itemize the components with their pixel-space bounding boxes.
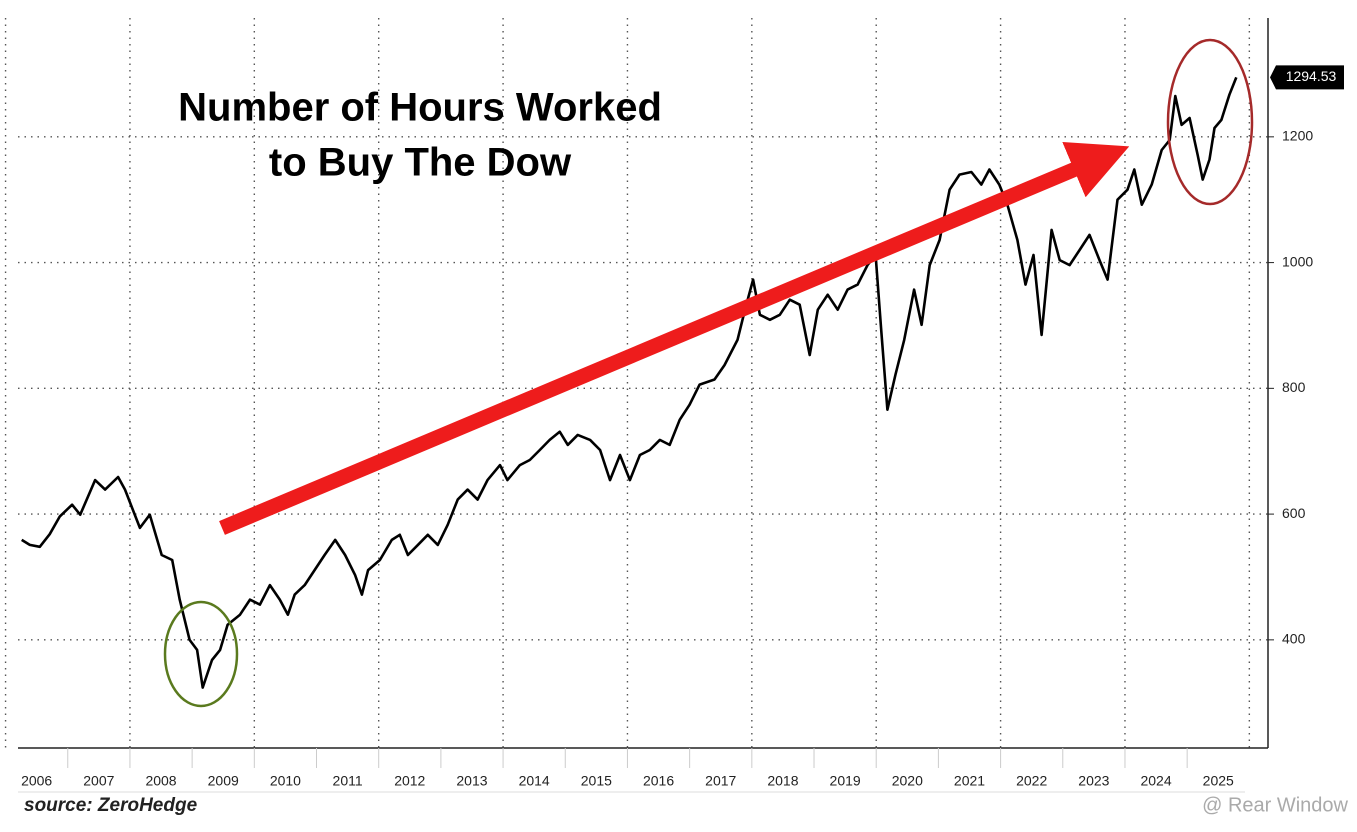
x-tick-label: 2012 [394, 773, 425, 789]
x-tick-label: 2022 [1016, 773, 1047, 789]
y-tick-label: 800 [1282, 379, 1306, 395]
x-tick-label: 2018 [767, 773, 798, 789]
trend-arrow [219, 141, 1130, 535]
high-circle [1166, 38, 1254, 206]
x-tick-label: 2019 [830, 773, 861, 789]
x-tick-label: 2011 [333, 773, 363, 789]
x-tick-label: 2021 [954, 773, 985, 789]
x-tick-label: 2020 [892, 773, 923, 789]
x-tick-label: 2017 [705, 773, 736, 789]
x-tick-label: 2010 [270, 773, 301, 789]
x-tick-label: 2014 [519, 773, 550, 789]
data-line [21, 76, 1238, 689]
y-tick-label: 600 [1282, 505, 1306, 521]
chart-title: Number of Hours Worked [178, 86, 662, 130]
source: source: ZeroHedge [24, 795, 198, 816]
x-tick-label: 2007 [83, 773, 114, 789]
watermark: @ Rear Window [1202, 794, 1348, 816]
x-tick-label: 2023 [1078, 773, 1109, 789]
y-tick-label: 400 [1282, 631, 1306, 647]
chart-title: to Buy The Dow [269, 141, 572, 185]
y-tick-label: 1200 [1282, 128, 1313, 144]
x-tick-label: 2006 [21, 773, 52, 789]
last-value-label: 1294.53 [1286, 68, 1337, 84]
x-tick-label: 2025 [1203, 773, 1234, 789]
last-value-box [1270, 65, 1344, 90]
x-tick-label: 2015 [581, 773, 612, 789]
x-tick-label: 2016 [643, 773, 674, 789]
x-tick-label: 2024 [1140, 773, 1171, 789]
low-circle [163, 600, 239, 708]
x-tick-label: 2013 [456, 773, 487, 789]
x-tick-label: 2009 [208, 773, 239, 789]
x-tick-label: 2008 [145, 773, 176, 789]
y-tick-label: 1000 [1282, 253, 1313, 269]
